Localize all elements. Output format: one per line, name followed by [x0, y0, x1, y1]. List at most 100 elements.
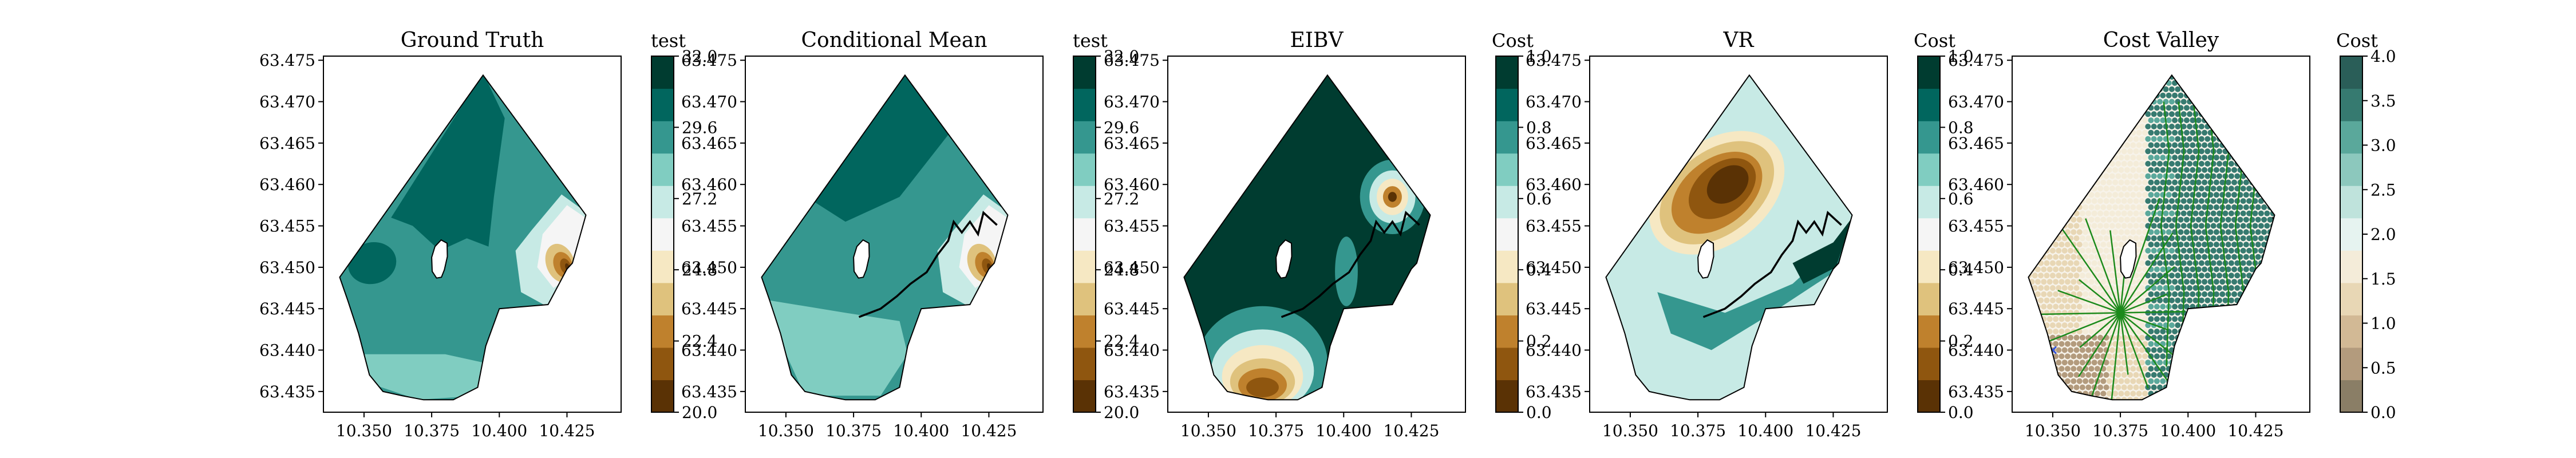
- cost-dot: [2178, 291, 2184, 297]
- cost-dot: [2133, 372, 2139, 378]
- colorbar-segment: [1073, 250, 1096, 283]
- cost-dot: [2091, 360, 2097, 366]
- cost-dot: [2094, 366, 2100, 372]
- cost-dot: [2133, 161, 2139, 167]
- cost-dot: [2180, 223, 2187, 229]
- cost-dot: [2175, 161, 2181, 167]
- cost-dot: [2073, 235, 2080, 242]
- field-teal-band: [1657, 230, 1852, 350]
- cost-dot: [2202, 129, 2208, 136]
- cost-dot: [2154, 229, 2160, 235]
- cost-dot: [2187, 148, 2193, 155]
- colorbar-tick-label: 0.5: [2370, 358, 2396, 377]
- cost-dot: [2136, 142, 2142, 148]
- cost-dot: [2180, 111, 2187, 117]
- cost-dot: [2187, 185, 2193, 192]
- cost-dot: [2079, 235, 2085, 242]
- colorbar-segment: [651, 315, 674, 348]
- cost-dot: [2056, 260, 2062, 266]
- cost-dot: [2079, 247, 2085, 254]
- colorbar-tick-label: 24.8: [682, 260, 717, 279]
- cost-dot: [2061, 273, 2068, 279]
- cost-dot: [2068, 360, 2074, 366]
- cost-dot: [2168, 148, 2175, 155]
- cost-dot: [2097, 322, 2104, 329]
- cost-dot: [2059, 341, 2065, 347]
- cost-dot: [2145, 124, 2151, 129]
- colorbar-tick-label: 1.0: [1526, 47, 1552, 66]
- cost-dot: [2097, 198, 2104, 204]
- cost-dot: [2255, 229, 2261, 235]
- cost-dot: [2213, 279, 2219, 285]
- cost-dot: [2154, 242, 2160, 248]
- cost-dot: [2240, 260, 2246, 266]
- cost-dot: [2115, 173, 2121, 179]
- cost-dot: [2154, 329, 2160, 334]
- colorbar-segment: [651, 250, 674, 283]
- cost-dot: [2068, 372, 2074, 378]
- cost-dot: [2168, 260, 2175, 266]
- cost-dot: [2157, 285, 2163, 291]
- cost-dot: [2246, 247, 2253, 254]
- cost-dot: [2243, 266, 2249, 273]
- cost-dot: [2168, 210, 2175, 216]
- cost-dot: [2154, 291, 2160, 297]
- cost-dot: [2202, 167, 2208, 173]
- cost-dot: [2166, 192, 2172, 198]
- cost-dot: [2053, 329, 2059, 334]
- cost-dot: [2085, 235, 2092, 242]
- cost-dot: [2240, 185, 2246, 192]
- cost-dot: [2118, 341, 2124, 347]
- cost-dot: [2168, 185, 2175, 192]
- cost-dot: [2180, 124, 2187, 129]
- cost-dot: [2180, 247, 2187, 254]
- tree-branch: [2039, 312, 2121, 315]
- cost-dot: [2183, 179, 2190, 185]
- cost-dot: [2097, 360, 2104, 366]
- cost-dot: [2115, 235, 2121, 242]
- cost-dot: [2103, 384, 2109, 390]
- cost-dot: [2032, 285, 2038, 291]
- cost-dot: [2061, 297, 2068, 303]
- cost-dot: [2097, 384, 2104, 390]
- cost-dot: [2160, 279, 2166, 285]
- y-tick-label: 63.435: [1526, 382, 1582, 401]
- cost-dot: [2252, 223, 2258, 229]
- cost-dot: [2076, 366, 2083, 372]
- y-tick-label: 63.440: [1526, 341, 1582, 360]
- cost-dot: [2187, 173, 2193, 179]
- colorbar-segment: [1496, 347, 1518, 381]
- y-tick-label: 63.475: [1948, 51, 2004, 70]
- cost-dot: [2083, 266, 2089, 273]
- cost-dot: [2168, 273, 2175, 279]
- y-tick-label: 63.475: [259, 51, 315, 70]
- cost-dot: [2127, 161, 2134, 167]
- cost-dot: [2079, 347, 2085, 353]
- cost-dot: [2160, 167, 2166, 173]
- cost-dot: [2160, 329, 2166, 334]
- cost-dot: [2243, 216, 2249, 223]
- y-tick-label: 63.465: [1104, 134, 1160, 153]
- cost-dot: [2046, 316, 2053, 322]
- cost-dot: [2267, 216, 2273, 223]
- colorbar-tick-label: 0.8: [1948, 118, 1974, 137]
- cost-dot: [2056, 322, 2062, 329]
- cost-dot: [2225, 242, 2231, 248]
- cost-dot: [2100, 378, 2107, 384]
- cost-dot: [2178, 155, 2184, 161]
- island-hole: [2120, 239, 2137, 279]
- colorbar-tick-label: 29.6: [682, 118, 717, 137]
- cost-dot: [2142, 303, 2148, 310]
- cost-dot: [2076, 291, 2083, 297]
- cost-dot: [2133, 148, 2139, 155]
- colorbar-label: Cost: [2336, 30, 2378, 52]
- colorbar-segment: [1496, 153, 1518, 186]
- cost-dot: [2142, 179, 2148, 185]
- cost-dot: [2079, 384, 2085, 390]
- cost-dot: [2127, 210, 2134, 216]
- cost-dot: [2127, 347, 2134, 353]
- cost-dot: [2204, 136, 2211, 142]
- cost-dot: [2124, 229, 2130, 235]
- cost-dot: [2127, 235, 2134, 242]
- cost-dot: [2118, 353, 2124, 360]
